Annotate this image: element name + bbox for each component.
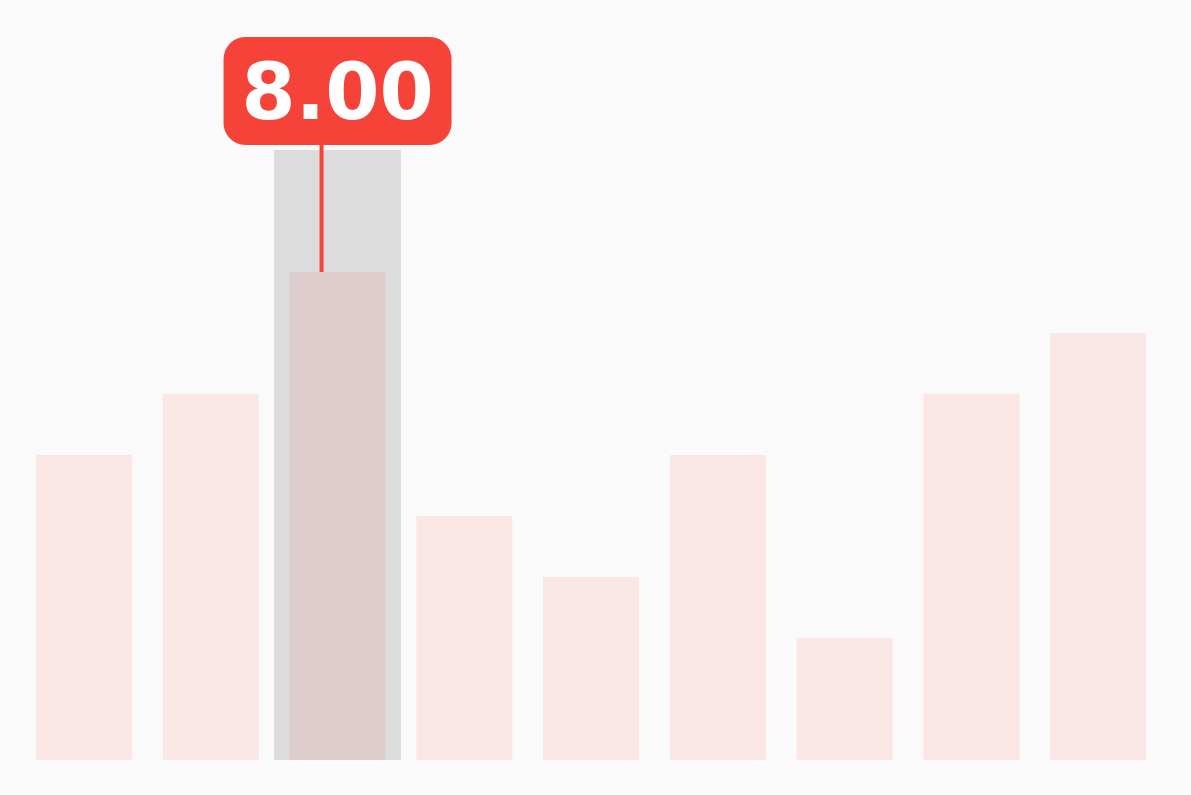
tooltip-value-label: 8.00 (241, 48, 433, 138)
bar-5[interactable] (543, 577, 639, 760)
bar-4[interactable] (416, 516, 512, 760)
bar-9[interactable] (1050, 333, 1146, 760)
bar-7[interactable] (797, 638, 893, 760)
bar-1[interactable] (36, 455, 132, 760)
bar-8[interactable] (923, 394, 1019, 760)
bar-3[interactable] (290, 272, 386, 760)
bar-6[interactable] (670, 455, 766, 760)
bar-2[interactable] (163, 394, 259, 760)
